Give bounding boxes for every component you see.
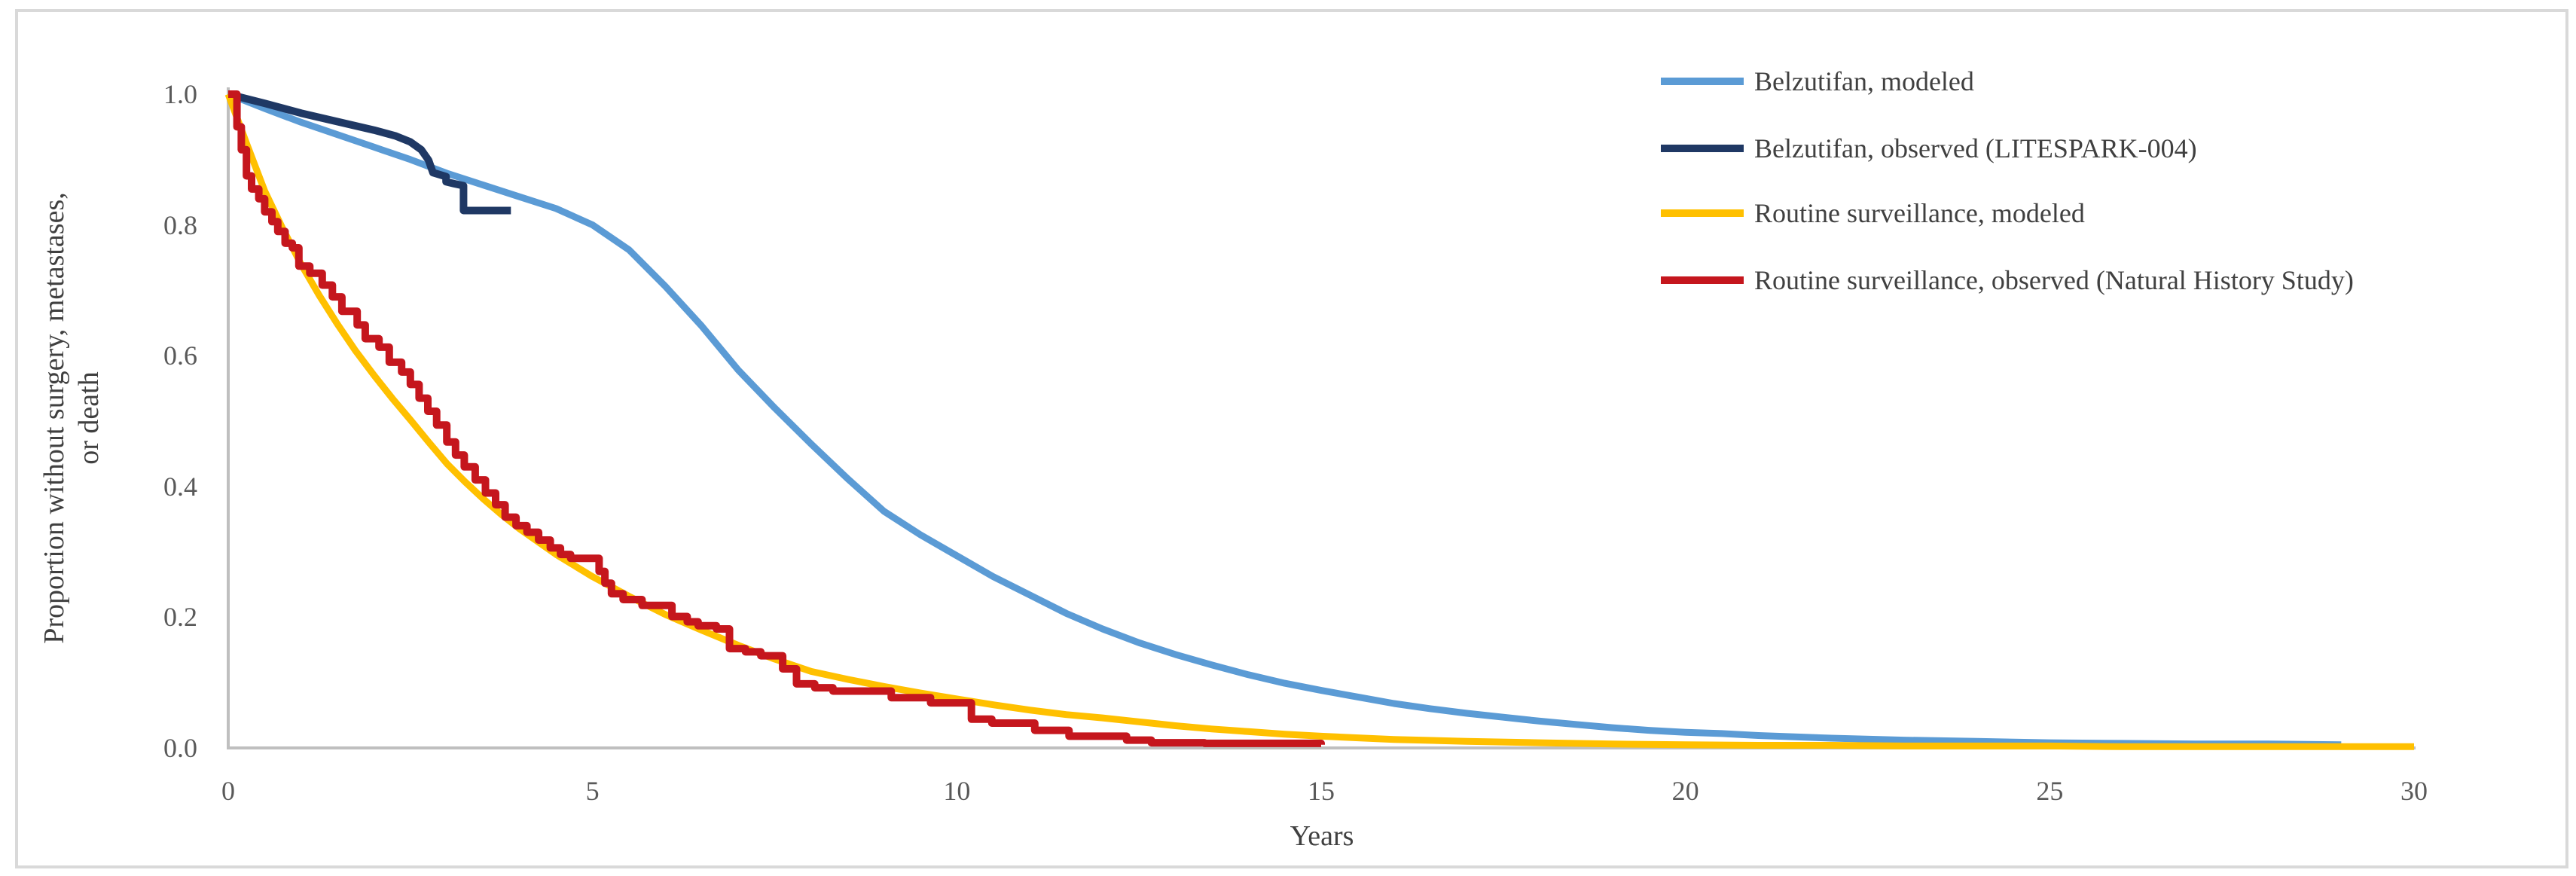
x-tick-label-15: 15 xyxy=(1307,776,1335,806)
legend-label-3: Routine surveillance, observed (Natural … xyxy=(1754,265,2354,295)
series-line-1 xyxy=(227,90,511,215)
legend-item-3: Routine surveillance, observed (Natural … xyxy=(1661,262,2354,298)
x-tick-label-0: 0 xyxy=(221,776,235,806)
x-tick-label-30: 30 xyxy=(2400,776,2428,806)
series-group xyxy=(224,90,2414,750)
series-line-2 xyxy=(224,93,2414,750)
series-line-0 xyxy=(227,90,2342,749)
y-tick-label-0.4: 0.4 xyxy=(163,471,197,502)
legend-item-2: Routine surveillance, modeled xyxy=(1661,195,2085,231)
x-tick-label-20: 20 xyxy=(1671,776,1699,806)
x-tick-label-5: 5 xyxy=(585,776,600,806)
y-tick-label-0.0: 0.0 xyxy=(163,733,197,763)
y-tick-label-0.8: 0.8 xyxy=(163,209,197,240)
legend-label-2: Routine surveillance, modeled xyxy=(1754,198,2085,228)
x-tick-label-10: 10 xyxy=(943,776,971,806)
y-tick-label-0.2: 0.2 xyxy=(163,602,197,633)
legend-item-1: Belzutifan, observed (LITESPARK-004) xyxy=(1661,130,2197,166)
y-axis-title-line1: Proportion without surgery, metastases, xyxy=(38,192,70,644)
x-axis-title: Years xyxy=(1290,820,1354,852)
legend-line-swatch-0 xyxy=(1661,78,1744,85)
legend-item-0: Belzutifan, modeled xyxy=(1661,63,1974,99)
legend-line-swatch-1 xyxy=(1661,145,1744,152)
legend-label-1: Belzutifan, observed (LITESPARK-004) xyxy=(1754,133,2197,163)
legend-line-swatch-2 xyxy=(1661,209,1744,217)
series-line-3 xyxy=(228,90,1325,747)
y-tick-label-1.0: 1.0 xyxy=(163,79,197,109)
y-axis-title-line2: or death xyxy=(73,371,105,465)
y-axis-title: Proportion without surgery, metastases, … xyxy=(37,192,106,643)
y-tick-label-0.6: 0.6 xyxy=(163,340,197,371)
legend-line-swatch-3 xyxy=(1661,276,1744,284)
x-tick-label-25: 25 xyxy=(2036,776,2064,806)
legend-label-0: Belzutifan, modeled xyxy=(1754,66,1974,96)
